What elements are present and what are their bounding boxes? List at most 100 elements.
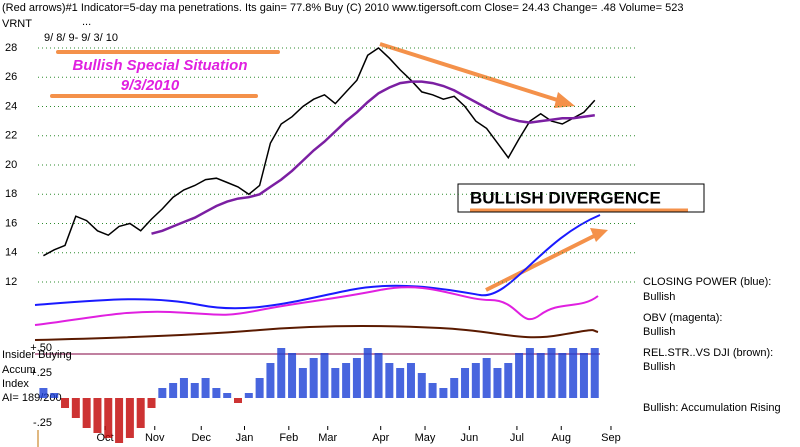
accum-bar <box>234 398 242 403</box>
closing-power <box>34 214 601 310</box>
accum-bar <box>493 368 502 398</box>
accum-bar <box>147 398 156 408</box>
x-tick-label: Aug <box>551 432 571 444</box>
y-tick-label: 14 <box>5 247 17 259</box>
y-tick-label: 22 <box>5 130 17 142</box>
accum-bar <box>136 398 145 428</box>
accum-bar <box>50 393 59 398</box>
accum-bar <box>417 373 426 398</box>
accum-bar <box>71 398 80 418</box>
rel-strength <box>34 324 599 341</box>
accum-bar <box>363 348 372 398</box>
accum-bar <box>320 353 329 398</box>
accum-bar <box>277 348 286 398</box>
accum-bar <box>536 353 545 398</box>
accum-bar <box>558 353 567 398</box>
accum-bar <box>125 398 134 438</box>
accum-bar <box>201 378 210 398</box>
note: OBV (magenta): <box>643 312 722 324</box>
x-tick-label: Feb <box>279 432 298 444</box>
accum-bar <box>331 368 340 398</box>
trend-arrow <box>379 42 571 106</box>
accum-bar <box>255 378 264 398</box>
y-tick-label: 12 <box>5 276 17 288</box>
accum-bar <box>179 378 188 398</box>
accum-bar <box>461 368 470 398</box>
x-tick-label: Sep <box>601 432 621 444</box>
accum-bar <box>190 383 199 398</box>
accum-bar <box>590 348 599 398</box>
accum-bar <box>298 368 307 398</box>
x-tick-label: Jul <box>510 432 524 444</box>
trend-arrow <box>485 232 599 292</box>
accum-bar <box>525 348 534 398</box>
y-tick-label: +.25 <box>30 367 52 379</box>
arrow-head <box>590 228 608 242</box>
accum-bar <box>223 393 232 398</box>
accum-bar <box>158 388 167 398</box>
divergence-label: BULLISH DIVERGENCE <box>470 188 661 207</box>
y-tick-label: 20 <box>5 159 17 171</box>
accum-bar <box>288 353 297 398</box>
y-tick-label: 18 <box>5 188 17 200</box>
accum-bar <box>115 398 124 443</box>
lower-label: Accum <box>2 364 36 376</box>
accum-bar <box>579 353 588 398</box>
note: Bullish: Accumulation Rising <box>643 402 781 414</box>
accum-bar <box>61 398 70 408</box>
note: REL.STR..VS DJI (brown): <box>643 347 773 359</box>
accum-bar <box>385 363 394 398</box>
accum-bar <box>396 368 405 398</box>
header: (Red arrows)#1 Indicator=5-day ma penetr… <box>2 2 683 14</box>
accum-bar <box>309 358 318 398</box>
x-tick-label: Nov <box>145 432 165 444</box>
x-tick-label: Jan <box>236 432 254 444</box>
note: CLOSING POWER (blue): <box>643 276 771 288</box>
x-tick-label: Dec <box>191 432 211 444</box>
price-line <box>151 80 595 235</box>
accum-bar <box>439 388 448 398</box>
x-tick-label: Mar <box>318 432 337 444</box>
accum-bar <box>471 363 480 398</box>
accum-bar <box>82 398 91 428</box>
accum-bar <box>104 398 113 438</box>
banner-date: 9/3/2010 <box>121 77 180 94</box>
note: Bullish <box>643 361 675 373</box>
accum-bar <box>547 348 556 398</box>
accum-bar <box>212 388 221 398</box>
accum-bar <box>266 363 275 398</box>
y-tick-label: +.50 <box>30 342 52 354</box>
y-tick-label: -.25 <box>33 417 52 429</box>
symbol: VRNT <box>2 18 32 30</box>
y-tick-label: 26 <box>5 71 17 83</box>
lower-label: Index <box>2 378 29 390</box>
accum-bar <box>39 388 48 398</box>
y-tick-label: 16 <box>5 217 17 229</box>
accum-bar <box>504 363 513 398</box>
obv <box>34 286 599 326</box>
accum-bar <box>169 383 178 398</box>
divergence-box <box>457 183 705 213</box>
accum-bar <box>374 353 383 398</box>
price-line <box>43 47 596 257</box>
accum-bar <box>352 358 361 398</box>
accum-bar <box>244 393 253 398</box>
dots: ... <box>82 16 91 28</box>
x-tick-label: Jun <box>460 432 478 444</box>
accum-bar <box>406 363 415 398</box>
lower-label: Insider Buying <box>2 349 72 361</box>
note: Bullish <box>643 326 675 338</box>
x-tick-label: May <box>415 432 436 444</box>
accum-bar <box>450 378 459 398</box>
banner: Bullish Special Situation <box>72 57 247 74</box>
arrow-head <box>554 92 575 108</box>
accum-bar <box>428 383 437 398</box>
accum-bar <box>93 398 102 433</box>
accum-bar <box>342 363 351 398</box>
accum-bar <box>515 353 524 398</box>
note: Bullish <box>643 291 675 303</box>
accum-bar <box>569 348 578 398</box>
y-tick-label: 24 <box>5 100 17 112</box>
date-range: 9/ 8/ 9- 9/ 3/ 10 <box>44 32 118 44</box>
